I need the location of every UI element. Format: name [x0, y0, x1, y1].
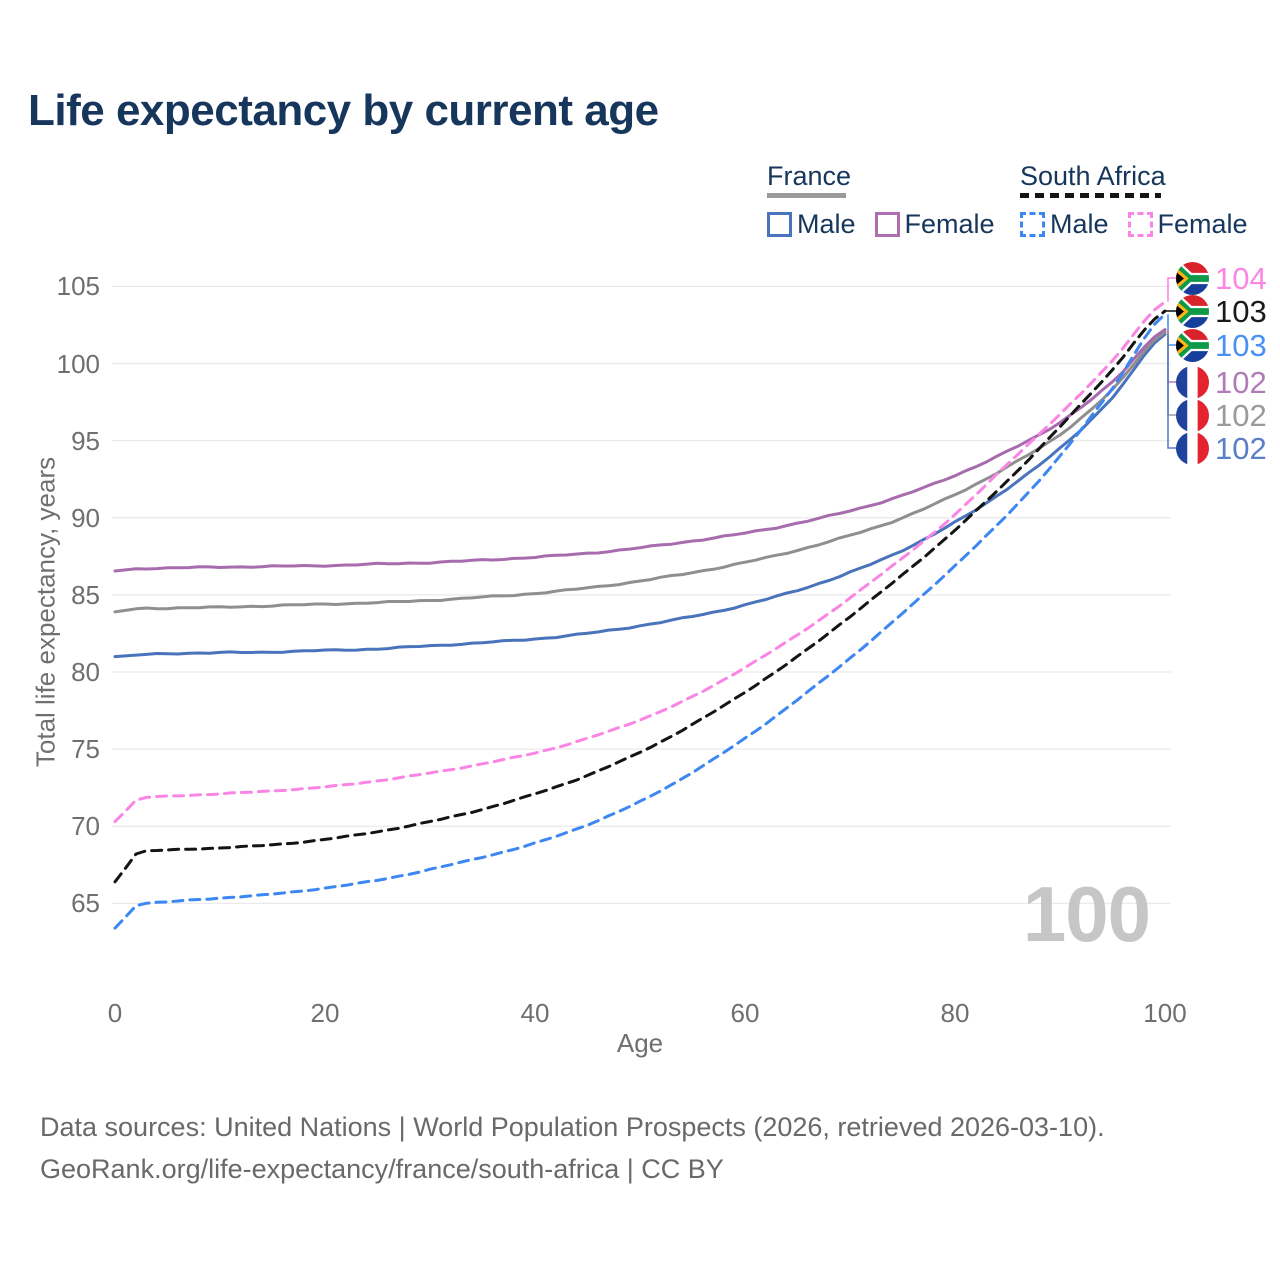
footer: Data sources: United Nations | World Pop…: [40, 1106, 1105, 1190]
end-label-row-fr-male: 102: [1176, 431, 1267, 465]
y-tick-label: 70: [71, 811, 100, 842]
end-label-row-za-female: 104: [1176, 261, 1267, 295]
x-tick-label: 40: [520, 998, 550, 1028]
end-label-leader-line: [1167, 277, 1177, 302]
end-label-row-za-all: 103: [1176, 294, 1267, 328]
legend-group-france: France Male Female: [767, 161, 995, 240]
south-africa-flag-icon: [1176, 329, 1209, 362]
y-tick-label: 90: [71, 502, 100, 533]
x-tick-label: 20: [310, 998, 340, 1028]
france-male-swatch-icon: [767, 212, 792, 237]
end-label-value: 102: [1215, 397, 1267, 433]
footer-data-sources: Data sources: United Nations | World Pop…: [40, 1112, 1105, 1142]
x-axis-title: Age: [616, 1028, 664, 1058]
legend-item-south-africa-female[interactable]: Female: [1127, 209, 1248, 240]
series-line-za-male: [113, 312, 1167, 930]
end-label-leader-line: [1167, 334, 1177, 449]
legend-underline-south-africa-dashed-line: [1020, 193, 1161, 198]
south-africa-female-swatch-icon: [1127, 212, 1153, 237]
y-tick-label: 75: [71, 734, 100, 765]
south-africa-male-swatch-icon: [1020, 212, 1045, 237]
end-label-row-za-male: 103: [1176, 328, 1267, 362]
end-label-value: 102: [1215, 430, 1267, 466]
footer-attribution: GeoRank.org/life-expectancy/france/south…: [40, 1154, 724, 1184]
end-label-row-fr-all: 102: [1176, 398, 1267, 432]
y-tick-label: 65: [71, 888, 100, 919]
end-label-value: 103: [1215, 327, 1267, 363]
series-line-za-all: [113, 309, 1167, 884]
y-tick-label: 95: [71, 425, 100, 456]
end-label-row-fr-female: 102: [1176, 365, 1267, 399]
end-label-value: 102: [1215, 364, 1267, 400]
legend-underline-france-solid-line: [767, 193, 846, 198]
end-label-value: 104: [1215, 260, 1267, 296]
x-tick-label: 60: [730, 998, 760, 1028]
series-line-fr-female: [113, 328, 1167, 573]
end-label-value: 103: [1215, 293, 1267, 329]
legend-item-france-female[interactable]: Female: [874, 209, 995, 240]
france-flag-icon: [1176, 432, 1209, 465]
legend-group-south-africa: South Africa Male Female: [1020, 161, 1248, 240]
series-line-za-female: [113, 300, 1167, 824]
legend-title-france[interactable]: France: [767, 161, 852, 191]
age-counter-watermark: 100: [1022, 870, 1151, 958]
y-tick-label: 100: [56, 348, 100, 379]
page-title: Life expectancy by current age: [28, 86, 659, 135]
y-tick-label: 105: [56, 271, 100, 302]
legend-title-south-africa[interactable]: South Africa: [1020, 161, 1166, 191]
y-tick-label: 80: [71, 657, 100, 688]
x-tick-label: 0: [107, 998, 123, 1028]
legend-item-france-male[interactable]: Male: [767, 209, 856, 240]
x-tick-label: 80: [940, 998, 970, 1028]
legend-item-south-africa-male[interactable]: Male: [1020, 209, 1109, 240]
series-line-fr-all: [113, 330, 1167, 614]
south-africa-flag-icon: [1176, 262, 1209, 295]
france-female-swatch-icon: [874, 212, 900, 237]
south-africa-flag-icon: [1176, 295, 1209, 328]
series-line-fr-male: [113, 332, 1167, 659]
y-tick-label: 85: [71, 579, 100, 610]
france-flag-icon: [1176, 366, 1209, 399]
x-tick-label: 100: [1143, 998, 1187, 1028]
france-flag-icon: [1176, 399, 1209, 432]
